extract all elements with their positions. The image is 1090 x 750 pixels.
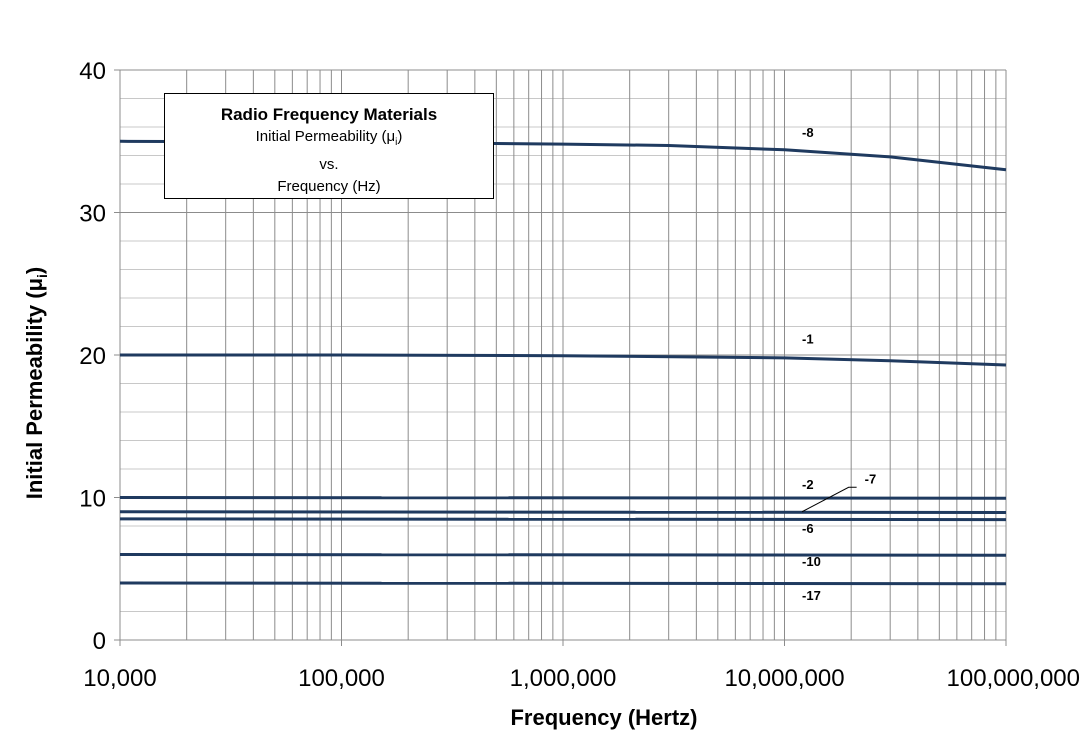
series-line [119, 510, 1007, 514]
series-line [119, 517, 1007, 522]
chart-title-box: Radio Frequency Materials Initial Permea… [164, 93, 494, 199]
x-tick-label: 10,000,000 [724, 665, 844, 692]
series-line [119, 553, 1007, 557]
subtitle-part-main: Initial Permeability (μ [255, 128, 396, 145]
chart-subtitle-line-3: Frequency (Hz) [277, 178, 381, 195]
y-axis-title-main: Initial Permeability (μ [22, 278, 47, 499]
chart-subtitle-line-2: vs. [319, 156, 339, 173]
y-axis-title-sub: i [34, 274, 50, 278]
chart-subtitle-line-1: Initial Permeability (μi) [165, 126, 493, 154]
y-tick-label: 0 [93, 628, 106, 655]
series-line [119, 581, 1007, 586]
label-leader [801, 486, 857, 513]
y-tick-labels: 0 10 20 30 40 [79, 58, 106, 655]
y-tick-label: 30 [79, 201, 106, 228]
x-tick-label: 10,000 [83, 665, 156, 692]
subtitle-part-end: ) [397, 128, 403, 145]
chart-title: Radio Frequency Materials [220, 105, 438, 124]
series-line [120, 353, 1007, 367]
series-label: -1 [802, 332, 814, 347]
subtitle-part-sub: i [395, 137, 398, 148]
series-label: -8 [802, 125, 814, 140]
series-label: -6 [802, 521, 814, 536]
y-axis-title: Initial Permeability (μi) [22, 267, 50, 500]
series-label: -10 [802, 554, 821, 569]
y-axis-title-end: ) [22, 267, 47, 274]
x-tick-label: 1,000,000 [510, 665, 617, 692]
series-labels: -8 -1 -2 -7 -6 -10 -17 [802, 125, 876, 603]
x-tick-label: 100,000,000 [947, 665, 1080, 692]
series-label: -2 [802, 477, 814, 492]
x-axis-title: Frequency (Hertz) [510, 705, 697, 730]
y-tick-label: 10 [79, 486, 106, 513]
y-tick-label: 40 [79, 58, 106, 85]
series-label: -17 [802, 588, 821, 603]
y-tick-label: 20 [79, 343, 106, 370]
series-line [119, 496, 1007, 500]
leader-line [801, 486, 857, 513]
series-label: -7 [865, 471, 877, 486]
x-tick-label: 100,000 [298, 665, 385, 692]
x-tick-labels: 10,000 100,000 1,000,000 10,000,000 100,000,… [83, 665, 1080, 692]
